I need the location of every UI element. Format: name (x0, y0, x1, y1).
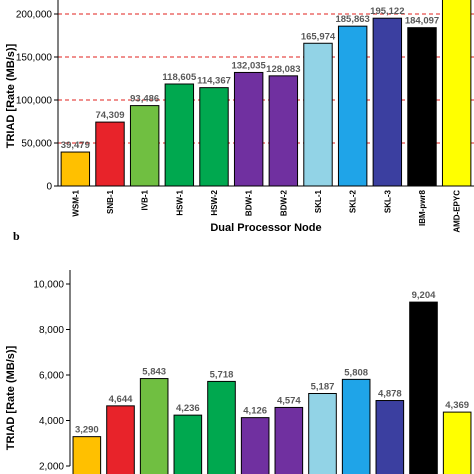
chart-b-bar (274, 406, 304, 474)
chart-a-data-label: 93,486 (130, 94, 159, 105)
chart-a-bar (199, 87, 229, 187)
chart-a-x-tick-label: AMD-EPYC (453, 190, 462, 233)
chart-b-bar (442, 411, 472, 474)
chart-a-x-tick-label: BDW-1 (245, 189, 254, 216)
chart-b-bar (173, 414, 203, 474)
chart-b-bar (409, 301, 438, 474)
chart-b-y-tick-label: 6,000 (39, 371, 64, 382)
chart-b-y-tick-label: 2,000 (39, 462, 64, 473)
chart-a-data-label: 184,097 (405, 16, 439, 27)
chart-a-bar (233, 71, 264, 187)
chart-a-data-label: 128,083 (266, 64, 300, 75)
chart-a-x-tick-label: SKL-2 (349, 189, 358, 213)
chart-b-data-label: 5,843 (142, 367, 166, 378)
chart-a-bar (60, 151, 91, 187)
chart-b-data-label: 3,290 (75, 425, 99, 436)
chart-a-bar (95, 121, 125, 187)
chart-a-y-tick-label: 0 (46, 182, 52, 193)
chart-a-x-tick-label: BDW-2 (279, 189, 288, 216)
chart-b-y-tick-label: 4,000 (39, 416, 64, 427)
chart-a-bar (268, 75, 299, 187)
chart-a-data-label: 165,974 (301, 31, 336, 42)
chart-a-y-tick-label: 50,000 (21, 139, 52, 150)
chart-b-data-label: 4,878 (378, 389, 402, 400)
panel-label: b (13, 229, 20, 243)
chart-b-data-label: 5,187 (311, 381, 335, 392)
chart-b-bar (341, 378, 371, 474)
chart-b-data-label: 4,644 (109, 394, 133, 405)
chart-a-x-tick-label: SNB-1 (106, 189, 115, 214)
chart-a-y-tick-label: 100,000 (16, 96, 53, 107)
chart-a-x-axis-label: Dual Processor Node (210, 222, 321, 234)
chart-b-data-label: 5,718 (210, 369, 234, 380)
chart-a-bar (303, 42, 333, 187)
chart-a-x-tick-label: HSW-1 (175, 189, 184, 215)
chart-a-data-label: 74,309 (95, 110, 124, 121)
chart-a-bar (129, 105, 160, 187)
chart-a-y-tick-label: 200,000 (16, 10, 53, 21)
chart-b-bar (240, 417, 270, 474)
chart-b-bar (139, 378, 169, 474)
chart-b-data-label: 4,236 (176, 403, 200, 414)
chart-b-y-axis-label: TRIAD [Rate (MB/s)] (5, 345, 17, 450)
chart-b-data-label: 9,204 (412, 290, 436, 301)
chart-b: 2,000 4,000 6,000 8,000 10,000 3,290 4,644 5,84… (5, 270, 472, 474)
chart-b-data-label: 4,126 (243, 406, 267, 417)
chart-b-y-tick-label: 10,000 (33, 280, 64, 291)
chart-a-x-tick-label: IVB-1 (141, 189, 150, 210)
chart-a-x-tick-label: SKL-3 (383, 189, 392, 213)
chart-b-bar (375, 400, 405, 474)
chart-a-y-axis-label: TRIAD [Rate (MB/s)] (5, 43, 17, 148)
chart-a-bar (337, 25, 368, 187)
chart-a-bar (372, 17, 403, 187)
chart-b-bar (106, 405, 135, 474)
chart-a-x-tick-label: IBM-pwr8 (418, 189, 427, 226)
chart-a-data-label: 185,863 (335, 14, 369, 25)
chart-a-y-tick-label: 150,000 (16, 53, 53, 64)
chart-b-data-label: 4,574 (277, 395, 301, 406)
chart-b-data-label: 5,808 (344, 367, 368, 378)
chart-b-bar (72, 436, 102, 474)
chart-a: 0 50,000 100,000 150,000 200,000 39,479 74,309… (5, 0, 474, 234)
chart-a-data-label: 195,122 (370, 6, 404, 17)
chart-a-x-tick-label: HSW-2 (210, 189, 219, 215)
chart-a-data-label: 39,479 (61, 140, 90, 151)
chart-b-bar (207, 380, 236, 474)
chart-a-x-tick-label: SKL-1 (314, 189, 323, 213)
chart-b-data-label: 4,369 (445, 400, 469, 411)
chart-a-data-label: 132,035 (231, 60, 266, 71)
chart-a-bar (164, 83, 195, 187)
chart-b-y-tick-label: 8,000 (39, 325, 64, 336)
chart-a-data-label: 118,605 (162, 72, 197, 83)
chart-b-bar (308, 392, 337, 474)
chart-a-bar (407, 27, 437, 187)
chart-a-x-tick-label: WSM-1 (71, 189, 80, 216)
chart-a-bar (441, 0, 472, 187)
chart-a-data-label: 114,367 (197, 76, 231, 87)
